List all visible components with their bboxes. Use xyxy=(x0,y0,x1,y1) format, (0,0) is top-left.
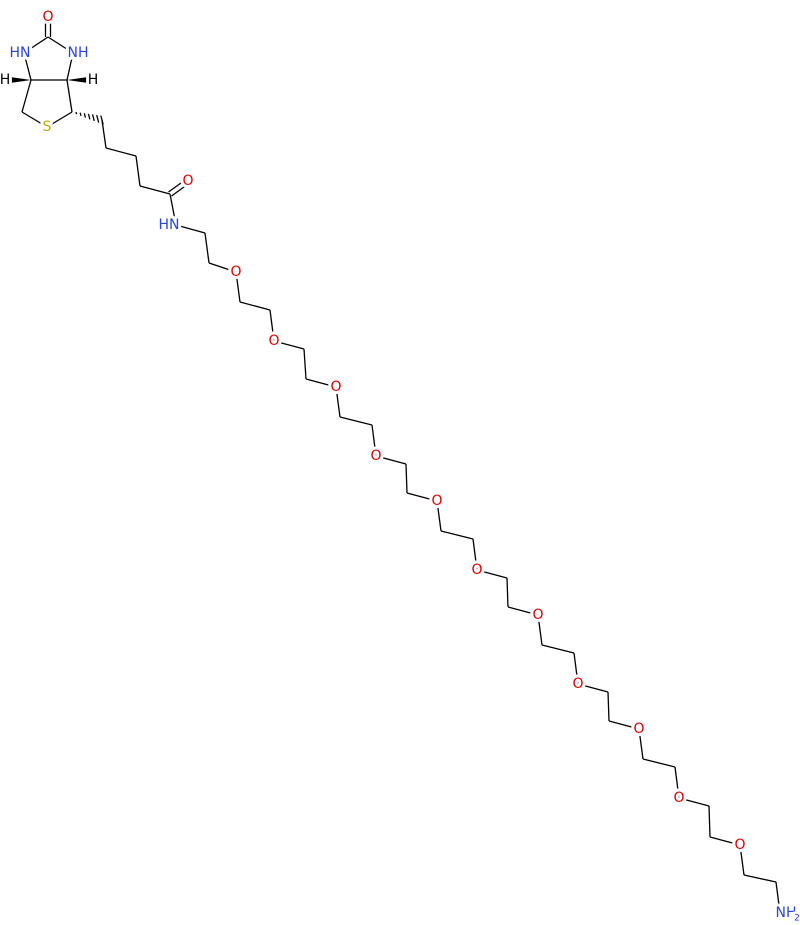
bond xyxy=(208,262,237,273)
bond xyxy=(46,111,73,128)
bond xyxy=(21,79,32,113)
bond xyxy=(608,720,640,730)
atom-label: H xyxy=(0,72,10,88)
atom-label: O xyxy=(734,837,745,853)
bond xyxy=(235,271,241,303)
bond xyxy=(23,52,32,81)
bond xyxy=(708,805,711,838)
bond xyxy=(678,797,710,807)
bond xyxy=(204,232,210,264)
bond xyxy=(375,455,407,465)
bond xyxy=(476,569,508,579)
wedge-bond xyxy=(10,77,31,83)
bond xyxy=(638,728,644,760)
bond xyxy=(105,147,137,157)
hash-bond xyxy=(91,114,95,122)
bond xyxy=(339,416,373,426)
wedge-bond xyxy=(67,77,88,83)
amine-label: NH xyxy=(776,905,797,921)
bond xyxy=(743,874,777,883)
bond xyxy=(440,530,474,540)
bond xyxy=(101,119,107,149)
bond xyxy=(169,193,177,226)
bond xyxy=(239,301,271,311)
bond xyxy=(135,155,141,187)
hash-bond xyxy=(75,111,78,115)
atom-label: O xyxy=(230,264,241,280)
bond xyxy=(541,644,575,654)
bond xyxy=(506,577,509,608)
hash-bond xyxy=(96,114,100,123)
bond xyxy=(335,386,341,418)
atom-label: O xyxy=(633,721,644,737)
bond xyxy=(66,79,73,113)
bond xyxy=(405,463,408,494)
bond xyxy=(607,691,610,722)
atom-label: O xyxy=(572,676,583,692)
atom-label: O xyxy=(673,790,684,806)
hash-bond xyxy=(79,112,82,117)
atom-label: H xyxy=(88,72,99,88)
bond xyxy=(303,348,307,380)
bond xyxy=(642,758,676,768)
bond xyxy=(406,492,438,502)
bond xyxy=(47,36,74,54)
bond xyxy=(273,340,305,350)
bond xyxy=(577,683,609,693)
atom-label: O xyxy=(431,493,442,509)
hash-bond xyxy=(87,113,91,120)
bond xyxy=(371,424,377,457)
bond xyxy=(66,52,74,81)
atom-label: S xyxy=(43,119,52,135)
atom-label: O xyxy=(471,562,482,578)
bond xyxy=(739,844,745,876)
bond xyxy=(171,182,190,197)
bond xyxy=(269,309,275,342)
hash-bond xyxy=(83,113,87,118)
bond xyxy=(168,178,187,193)
bond xyxy=(674,766,680,799)
bond xyxy=(709,836,741,846)
bond xyxy=(21,111,48,128)
bond xyxy=(507,606,539,616)
amine-subscript: 2 xyxy=(794,914,800,924)
atom-label: O xyxy=(330,379,341,395)
bond xyxy=(305,378,337,388)
bond xyxy=(775,881,781,914)
bond xyxy=(472,538,478,571)
atom-label: HN xyxy=(10,45,31,61)
bond xyxy=(436,500,442,532)
bond xyxy=(23,36,49,54)
bond xyxy=(537,614,543,646)
atom-label: O xyxy=(532,607,543,623)
atom-label: O xyxy=(182,173,193,189)
atom-label: O xyxy=(370,448,381,464)
bond xyxy=(175,224,206,234)
bond xyxy=(139,185,171,195)
atom-label: O xyxy=(42,9,53,25)
bond xyxy=(573,652,579,685)
bonds xyxy=(10,17,781,914)
atom-label: O xyxy=(268,333,279,349)
atom-label: HN xyxy=(159,217,180,233)
atom-label: NH xyxy=(68,45,89,61)
